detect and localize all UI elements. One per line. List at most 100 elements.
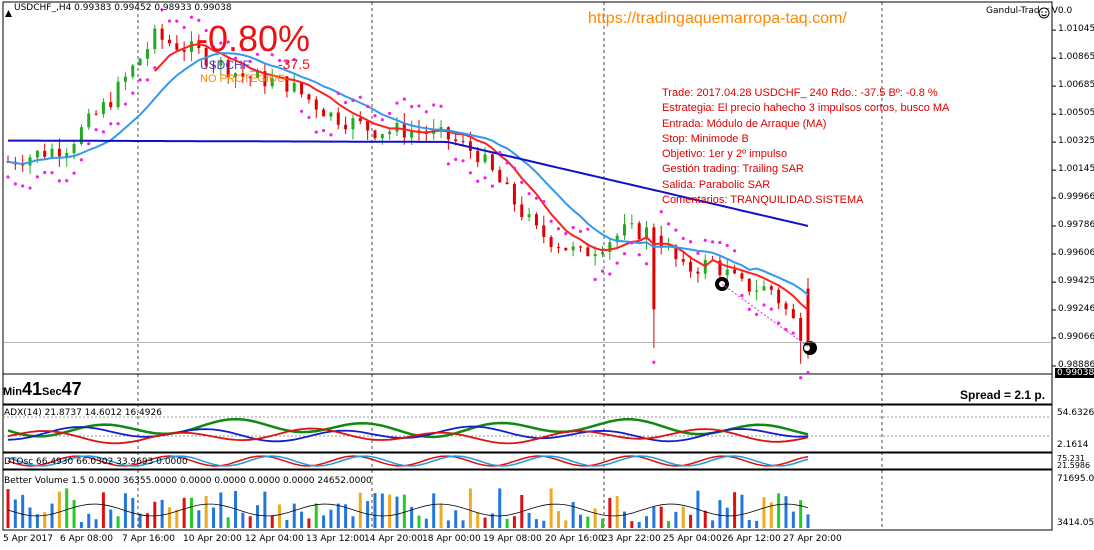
sar-dot xyxy=(740,293,744,298)
candle-body xyxy=(615,235,619,243)
volume-bar xyxy=(21,494,25,528)
sar-dot xyxy=(593,277,597,282)
candle-body xyxy=(600,252,604,255)
volume-bar xyxy=(410,506,414,528)
sar-dot xyxy=(534,196,539,200)
price-tick-label: 1.01045 xyxy=(1058,24,1094,35)
volume-bar xyxy=(395,496,399,528)
volume-bar xyxy=(556,511,560,528)
pct-change: -0.80% xyxy=(196,18,311,59)
candle-body xyxy=(212,65,216,67)
candle-body xyxy=(248,76,252,78)
candle-body xyxy=(564,247,568,251)
candle-body xyxy=(366,121,370,131)
sar-dot xyxy=(182,25,186,30)
time-tick-label: 19 Apr 08:00 xyxy=(483,534,542,544)
candle-body xyxy=(79,127,83,145)
time-tick-label: 10 Apr 20:00 xyxy=(183,534,242,544)
volume-bar xyxy=(300,511,304,528)
volume-bar xyxy=(439,504,443,528)
candle-body xyxy=(461,141,465,143)
volume-bar xyxy=(175,509,179,528)
candle-body xyxy=(72,144,76,154)
sar-dot xyxy=(65,179,69,183)
candle-body xyxy=(336,112,340,125)
volume-bar xyxy=(490,513,494,528)
volume-bar xyxy=(197,510,201,528)
volume-bar xyxy=(285,519,289,528)
overlap-label: NO PROTEGIDO xyxy=(200,73,286,85)
candle-body xyxy=(740,273,744,279)
candle-body xyxy=(571,246,575,251)
volume-bar xyxy=(542,520,546,528)
sar-dot xyxy=(556,227,561,231)
sar-dot xyxy=(351,98,355,103)
volume-bar xyxy=(762,497,766,528)
price-tick-label: 0.99606 xyxy=(1058,247,1094,258)
candle-body xyxy=(674,245,678,260)
volume-bar xyxy=(270,515,274,528)
volume-bar xyxy=(505,518,509,528)
candle-body xyxy=(123,76,127,82)
candle-body xyxy=(358,118,362,122)
candle-body xyxy=(167,39,171,44)
url-link[interactable]: https://tradingaquemarropa-taq.com/ xyxy=(588,10,847,27)
candle-body xyxy=(189,41,193,52)
sar-dot xyxy=(681,236,685,241)
candle-body xyxy=(659,235,663,248)
sar-dot xyxy=(615,261,619,265)
adx-tick-top: 54.6326 xyxy=(1057,408,1094,418)
candle-body xyxy=(116,81,120,108)
sar-dot xyxy=(329,133,333,137)
sar-dot xyxy=(666,222,671,226)
sar-dot xyxy=(197,18,201,22)
volume-bar xyxy=(432,493,436,528)
candle-body xyxy=(160,28,164,40)
candle-body xyxy=(292,82,296,92)
price-tick-label: 1.00505 xyxy=(1058,108,1094,119)
volume-bar xyxy=(454,510,458,528)
volume-bar xyxy=(388,494,392,528)
volume-bar xyxy=(417,515,421,528)
sar-dot xyxy=(79,158,83,162)
volume-bar xyxy=(373,493,377,528)
volume-bar xyxy=(512,516,516,528)
sar-dot xyxy=(799,376,803,380)
sar-dot xyxy=(336,91,340,95)
candle-body xyxy=(755,290,759,292)
sar-dot xyxy=(446,162,450,166)
sar-dot xyxy=(175,19,179,23)
volume-bar xyxy=(189,497,193,528)
candle-body xyxy=(226,59,230,78)
sar-dot xyxy=(292,58,296,62)
info-line: Salida: Parabolic SAR xyxy=(662,178,771,191)
time-tick-label: 6 Apr 08:00 xyxy=(60,534,113,544)
candle-body xyxy=(175,43,179,50)
sar-dot xyxy=(373,114,377,118)
sar-dot xyxy=(255,52,260,56)
volume-bar xyxy=(292,503,296,528)
candle-body xyxy=(578,246,582,248)
volume-bar xyxy=(571,502,575,528)
sar-dot xyxy=(806,371,810,375)
volume-bar xyxy=(204,496,208,528)
sar-dot xyxy=(600,269,605,273)
sar-dot xyxy=(344,100,348,105)
sar-dot xyxy=(109,122,113,126)
price-tick-label: 0.99066 xyxy=(1058,331,1094,342)
ma-light-line xyxy=(7,52,809,296)
sar-dot xyxy=(13,182,17,186)
time-tick-label: 18 Apr 00:00 xyxy=(422,534,481,544)
volume-bar xyxy=(109,509,113,528)
price-tick-label: 0.99786 xyxy=(1058,219,1094,230)
volume-bar xyxy=(6,489,10,528)
sar-dot xyxy=(43,170,47,175)
volume-bar xyxy=(87,513,91,528)
candle-body xyxy=(608,242,612,253)
candle-body xyxy=(94,113,98,115)
sar-dot xyxy=(586,227,590,231)
candle-body xyxy=(769,286,773,290)
volume-bar xyxy=(72,499,76,528)
volume-bar xyxy=(402,494,406,528)
